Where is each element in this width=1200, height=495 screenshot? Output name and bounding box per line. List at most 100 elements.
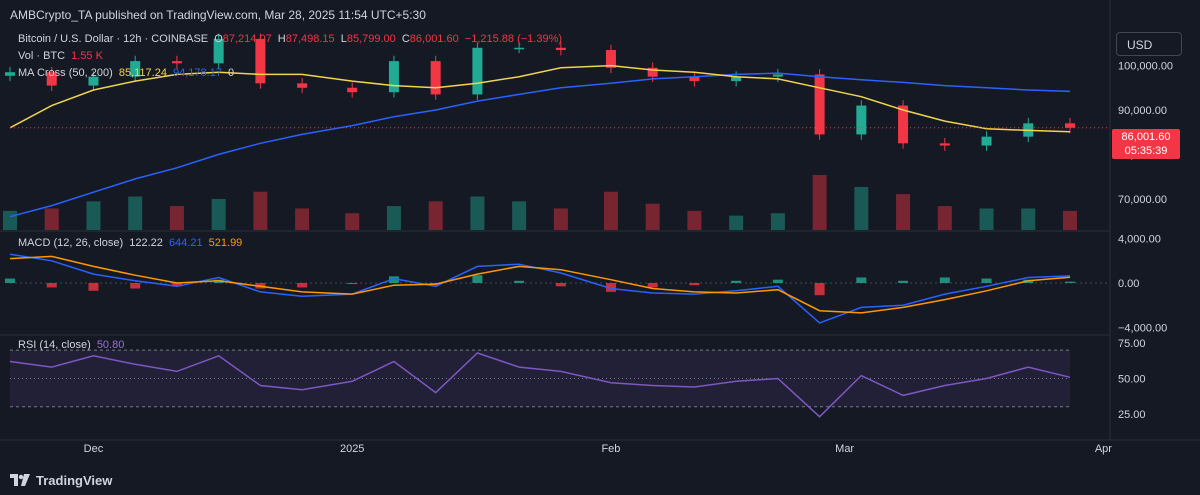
candle-body xyxy=(46,72,57,86)
candle-body xyxy=(856,105,867,135)
candle-body xyxy=(981,136,992,146)
volume-legend: Vol · BTC 1.55 K xyxy=(18,50,106,62)
macd-histogram-bar xyxy=(856,277,867,283)
volume-value: 1.55 K xyxy=(71,50,103,62)
rsi-line xyxy=(9,352,1071,418)
candle-body xyxy=(297,83,308,88)
macd-histogram-bar xyxy=(772,279,783,283)
ma-extra-value: 0 xyxy=(228,67,235,79)
time-axis-tick: Mar xyxy=(835,443,854,455)
time-axis-tick: 2025 xyxy=(340,443,364,455)
macd-axis-tick: 0.00 xyxy=(1118,278,1139,290)
volume-bar xyxy=(1063,210,1077,230)
price-legend: Bitcoin / U.S. Dollar · 12h · COINBASE O… xyxy=(18,33,565,45)
ma-legend: MA Cross (50, 200) 85,117.24 94,178.17 0 xyxy=(18,67,237,79)
macd-legend: MACD (12, 26, close) 122.22 644.21 521.9… xyxy=(18,237,245,249)
tradingview-footer[interactable]: TradingView xyxy=(10,469,112,491)
rsi-legend: RSI (14, close) 50.80 xyxy=(18,339,127,351)
tradingview-brand: TradingView xyxy=(36,472,113,488)
macd-histogram-bar xyxy=(731,280,742,283)
tradingview-logo-icon xyxy=(10,474,30,486)
candle-body xyxy=(88,76,99,86)
macd-hist-value: 122.22 xyxy=(129,237,163,249)
volume-bar xyxy=(812,175,827,230)
macd-histogram-bar xyxy=(5,278,15,283)
price-axis-tick: 70,000.00 xyxy=(1118,194,1167,206)
currency-button[interactable]: USD xyxy=(1116,32,1182,56)
publisher-caption: AMBCrypto_TA published on TradingView.co… xyxy=(10,8,426,22)
volume-bar xyxy=(386,206,401,230)
macd-axis-tick: −4,000.00 xyxy=(1118,322,1167,334)
candle-body xyxy=(347,87,358,93)
symbol-title: Bitcoin / U.S. Dollar · 12h · COINBASE xyxy=(18,33,209,45)
rsi-label: RSI (14, close) xyxy=(18,339,91,351)
macd-histogram-bar xyxy=(472,275,483,283)
macd-histogram-bar xyxy=(898,280,909,283)
volume-bar xyxy=(645,203,660,230)
open-label: O xyxy=(214,33,223,45)
open-value: 87,214.07 xyxy=(222,33,272,45)
macd-label: MACD (12, 26, close) xyxy=(18,237,124,249)
rsi-axis-tick: 25.00 xyxy=(1118,409,1146,421)
macd-histogram-bar xyxy=(347,283,358,284)
macd-histogram-bar xyxy=(514,280,525,283)
volume-bar xyxy=(553,208,568,230)
rsi-axis-tick: 75.00 xyxy=(1118,338,1146,350)
volume-bar xyxy=(896,194,911,230)
candle-body xyxy=(213,38,224,64)
candle-body xyxy=(255,38,266,84)
macd-histogram-bar xyxy=(297,283,308,288)
candle-body xyxy=(647,67,658,77)
macd-histogram-bar xyxy=(689,283,700,286)
price-axis-tick: 100,000.00 xyxy=(1118,61,1173,73)
volume-bar xyxy=(603,191,618,230)
volume-label: Vol · BTC xyxy=(18,50,66,62)
price-axis-tick: 90,000.00 xyxy=(1118,105,1167,117)
last-price-value: 86,001.60 xyxy=(1121,131,1171,143)
macd-histogram-bar xyxy=(171,283,182,287)
macd-histogram-bar xyxy=(555,283,566,287)
candle-body xyxy=(605,50,616,68)
volume-bar xyxy=(44,208,59,230)
close-value: 86,001.60 xyxy=(409,33,459,45)
ma-fast-value: 85,117.24 xyxy=(118,67,167,79)
macd-histogram-bar xyxy=(88,283,99,291)
volume-bar xyxy=(253,191,268,230)
macd-histogram-bar xyxy=(647,283,658,288)
macd-line xyxy=(9,253,1071,324)
volume-bar xyxy=(937,206,952,230)
close-label: C xyxy=(401,33,410,45)
volume-bar xyxy=(428,201,443,230)
macd-histogram-bar xyxy=(814,283,825,296)
ma-50-line xyxy=(9,64,1071,133)
time-axis-tick: Dec xyxy=(84,443,104,455)
volume-bar xyxy=(729,215,744,230)
volume-bar xyxy=(345,213,360,230)
macd-histogram-bar xyxy=(388,276,399,283)
time-axis-tick: Feb xyxy=(601,443,620,455)
macd-histogram-bar xyxy=(46,283,57,288)
bar-countdown: 05:35:39 xyxy=(1124,145,1168,157)
volume-bar xyxy=(3,210,17,230)
last-price-badge: 86,001.60 05:35:39 xyxy=(1112,129,1180,159)
volume-bar xyxy=(211,198,226,230)
change-value: −1,215.88 (−1.39%) xyxy=(464,33,563,45)
volume-bar xyxy=(687,210,702,230)
candle-body xyxy=(430,61,441,95)
volume-bar xyxy=(854,186,869,230)
macd-signal-value: 521.99 xyxy=(208,237,243,249)
macd-histogram-bar xyxy=(605,283,616,292)
volume-bar xyxy=(128,196,143,230)
volume-bar xyxy=(470,196,485,230)
volume-bar xyxy=(770,213,785,230)
candle-body xyxy=(689,76,700,82)
candle-body xyxy=(514,47,525,50)
high-label: H xyxy=(277,33,286,45)
volume-bar xyxy=(295,208,310,230)
candle-body xyxy=(731,76,742,82)
ma-slow-value: 94,178.17 xyxy=(173,67,222,79)
macd-line-value: 644.21 xyxy=(168,237,203,249)
volume-bar xyxy=(169,206,184,230)
volume-bar xyxy=(979,208,994,230)
